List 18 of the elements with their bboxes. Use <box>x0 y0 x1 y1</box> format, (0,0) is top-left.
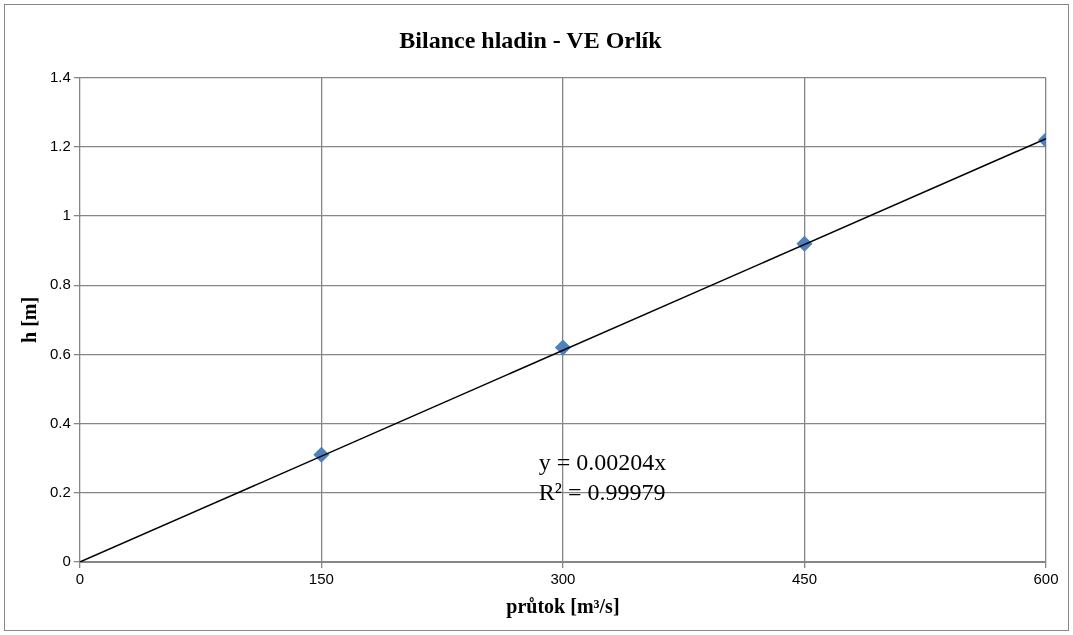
x-axis-title: průtok [m³/s] <box>506 595 620 619</box>
y-tick-label: 0.8 <box>49 275 71 293</box>
y-tick-label: 1.4 <box>49 67 71 85</box>
y-tick-label: 0 <box>62 552 71 570</box>
chart-title: Bilance hladin - VE Orlík <box>399 26 663 53</box>
y-tick-label: 1.2 <box>49 137 71 155</box>
y-tick-label: 0.6 <box>49 344 71 362</box>
annotation: y = 0.00204x <box>538 449 667 475</box>
y-axis-title: h [m] <box>18 296 41 343</box>
x-tick-label: 300 <box>550 570 576 588</box>
y-tick-label: 0.2 <box>49 482 71 500</box>
x-tick-label: 0 <box>75 570 85 588</box>
y-tick-label: 1 <box>62 206 71 224</box>
y-tick-label: 0.4 <box>49 413 71 431</box>
x-tick-label: 150 <box>308 570 334 588</box>
annotation: R² = 0.99979 <box>538 479 666 505</box>
x-tick-label: 600 <box>1033 570 1059 588</box>
x-tick-label: 450 <box>791 570 817 588</box>
